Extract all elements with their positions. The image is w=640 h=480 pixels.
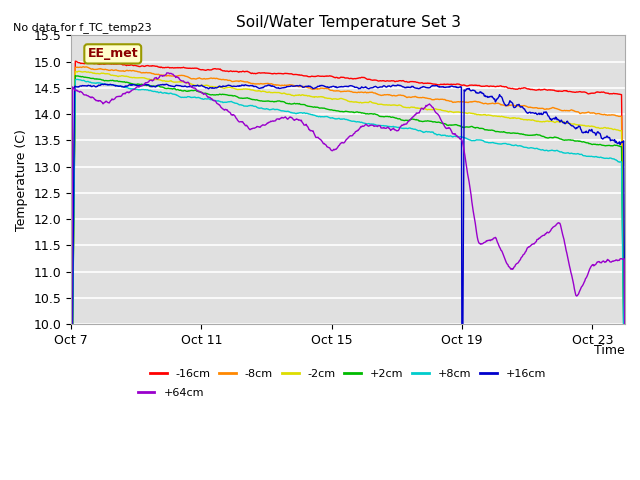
Line: -2cm: -2cm xyxy=(71,71,625,461)
-8cm xyxy=(390,93,397,98)
Line: +2cm: +2cm xyxy=(71,76,625,462)
Title: Soil/Water Temperature Set 3: Soil/Water Temperature Set 3 xyxy=(236,15,461,30)
-8cm xyxy=(488,100,496,106)
-8cm xyxy=(545,106,552,112)
-2cm xyxy=(545,119,552,124)
Line: -16cm: -16cm xyxy=(71,61,625,455)
+16cm xyxy=(458,466,466,472)
-2cm xyxy=(67,458,75,464)
+16cm xyxy=(546,115,554,120)
+64cm xyxy=(390,125,397,131)
-16cm xyxy=(545,87,552,93)
+8cm xyxy=(102,81,109,87)
+2cm xyxy=(67,459,75,465)
Legend: +64cm: +64cm xyxy=(133,383,208,402)
-16cm xyxy=(488,84,496,89)
-2cm xyxy=(488,113,496,119)
+64cm xyxy=(545,230,552,236)
+64cm xyxy=(404,119,412,125)
+8cm xyxy=(404,126,412,132)
-2cm xyxy=(75,68,83,74)
+2cm xyxy=(102,78,109,84)
Line: +8cm: +8cm xyxy=(71,79,625,465)
+2cm xyxy=(621,438,629,444)
+8cm xyxy=(545,148,552,154)
-8cm xyxy=(67,456,75,461)
+8cm xyxy=(621,445,629,451)
-2cm xyxy=(421,106,429,112)
-2cm xyxy=(390,102,397,108)
Line: +16cm: +16cm xyxy=(71,84,625,469)
-16cm xyxy=(421,81,429,86)
+2cm xyxy=(488,127,496,133)
+2cm xyxy=(72,73,79,79)
-16cm xyxy=(72,58,79,64)
+64cm xyxy=(67,465,75,471)
Text: No data for f_TC_temp23: No data for f_TC_temp23 xyxy=(13,22,152,33)
+2cm xyxy=(421,118,429,124)
-8cm xyxy=(621,419,629,424)
Y-axis label: Temperature (C): Temperature (C) xyxy=(15,129,28,231)
+8cm xyxy=(390,123,397,129)
+64cm xyxy=(621,403,629,409)
-8cm xyxy=(404,94,412,100)
-8cm xyxy=(421,95,429,101)
-16cm xyxy=(390,78,397,84)
+2cm xyxy=(404,118,412,124)
+8cm xyxy=(488,140,496,145)
+16cm xyxy=(421,84,429,90)
-16cm xyxy=(404,79,412,85)
+16cm xyxy=(100,81,108,87)
+16cm xyxy=(489,95,497,100)
+8cm xyxy=(421,129,429,135)
+2cm xyxy=(390,115,397,120)
+8cm xyxy=(67,462,75,468)
-16cm xyxy=(102,61,109,67)
+16cm xyxy=(404,84,412,90)
Text: EE_met: EE_met xyxy=(88,48,138,60)
+64cm xyxy=(101,99,109,105)
-16cm xyxy=(621,406,629,412)
+16cm xyxy=(67,465,75,471)
Text: Time: Time xyxy=(595,344,625,358)
Line: +64cm: +64cm xyxy=(71,73,625,468)
+8cm xyxy=(73,76,81,82)
+64cm xyxy=(163,70,171,76)
-2cm xyxy=(404,105,412,110)
-8cm xyxy=(79,64,87,70)
+16cm xyxy=(102,82,109,87)
-8cm xyxy=(102,67,109,72)
+2cm xyxy=(545,135,552,141)
-2cm xyxy=(621,427,629,433)
-2cm xyxy=(102,71,109,77)
Line: -8cm: -8cm xyxy=(71,67,625,458)
+16cm xyxy=(621,373,629,379)
+64cm xyxy=(421,105,429,110)
+64cm xyxy=(488,237,496,242)
+16cm xyxy=(390,83,397,88)
-16cm xyxy=(67,452,75,458)
